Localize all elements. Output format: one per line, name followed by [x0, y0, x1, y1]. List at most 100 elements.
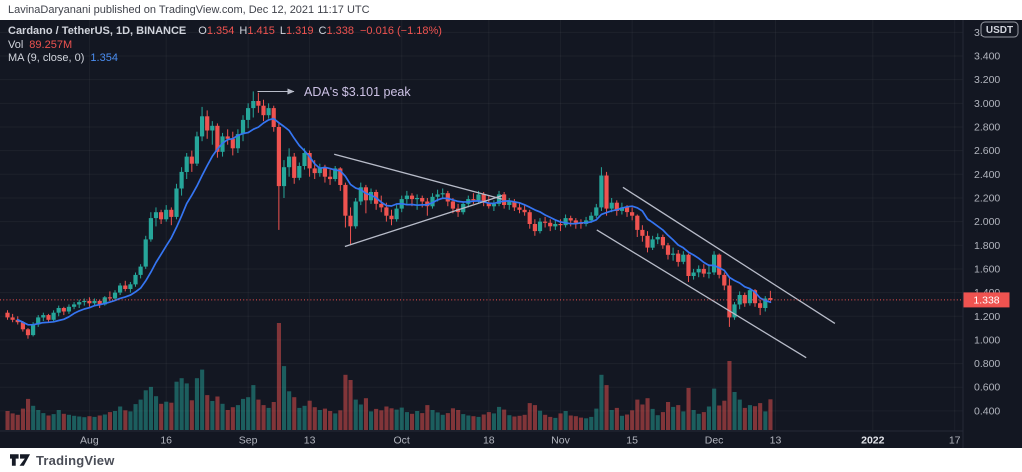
time-axis[interactable]: Aug 16 Sep 13 Oct 18 Nov 15 Dec 13 2022 17 [0, 430, 1022, 448]
ma-value: 1.354 [90, 52, 118, 64]
volume-bar [517, 415, 522, 430]
quote-currency-badge[interactable]: USDT [980, 21, 1019, 38]
candle-body [322, 167, 327, 177]
volume-bar [584, 418, 589, 430]
volume-bar [532, 405, 537, 430]
volume-bar [558, 413, 563, 430]
volume-bar [159, 403, 164, 430]
price-chart-canvas[interactable]: Aug16Sep13Oct18Nov15Dec132022173.6003.40… [0, 20, 1022, 448]
volume-bar [666, 402, 671, 430]
volume-bar [225, 410, 230, 430]
volume-bar [143, 390, 148, 430]
ma-line [16, 117, 772, 326]
candle-body [184, 156, 189, 172]
volume-bar [440, 414, 445, 430]
time-label: Aug [80, 435, 99, 447]
volume-bar [97, 415, 102, 430]
price-axis[interactable]: 3.6003.4003.2003.0002.8002.6002.4002.200… [962, 20, 1022, 448]
price-tick-label: 1.000 [974, 334, 1000, 346]
candle-body [630, 212, 635, 216]
volume-bar [200, 369, 205, 430]
generated-chart-layers: Aug16Sep13Oct18Nov15Dec132022173.6003.40… [0, 20, 1022, 448]
volume-bar [26, 398, 31, 430]
time-label: Oct [394, 435, 410, 447]
candle-body [297, 166, 302, 178]
candle-body [107, 297, 112, 299]
volume-bar [732, 392, 737, 430]
candle-body [624, 207, 630, 213]
candle-body [307, 153, 312, 169]
candle-body [56, 308, 61, 313]
candle-body [435, 194, 440, 197]
trendline-triangle-upper[interactable] [334, 153, 503, 200]
candle-body [517, 207, 522, 210]
price-tick-label: 0.400 [974, 405, 1000, 417]
volume-bar [507, 415, 512, 430]
volume-bar [727, 361, 732, 430]
candle-body [415, 198, 420, 200]
candle-body [82, 300, 87, 303]
volume-bar [148, 386, 153, 430]
volume-bar [435, 412, 440, 430]
volume-bar [184, 383, 189, 430]
volume-bar [394, 409, 399, 430]
volume-bar [61, 413, 66, 430]
volume-bar [276, 323, 281, 430]
candle-body [36, 317, 41, 325]
volume-bar [87, 416, 92, 430]
ma-row[interactable]: MA (9, close, 0) 1.354 [8, 52, 442, 66]
candle-body [665, 245, 671, 255]
candles-layer [5, 91, 773, 339]
volume-bar [420, 413, 425, 430]
volume-bar [113, 411, 118, 430]
candle-body [425, 201, 430, 207]
time-label: 13 [770, 435, 782, 447]
candle-body [440, 193, 445, 195]
candle-body [635, 215, 640, 230]
candle-body [102, 297, 107, 305]
candle-body [276, 127, 281, 187]
time-axis-bg [0, 431, 1022, 448]
candle-body [548, 222, 553, 227]
candle-body [768, 298, 773, 300]
tradingview-logo-text: TradingView [36, 452, 115, 468]
volume-bar [369, 411, 374, 430]
volume-bar [491, 413, 496, 430]
trendlines-layer [334, 153, 836, 359]
trendline-channel-lower[interactable] [596, 229, 807, 359]
candle-body [758, 303, 763, 308]
candle-body [230, 138, 235, 149]
volume-bar [717, 405, 722, 430]
publisher-text: LavinaDaryanani published on TradingView… [8, 4, 370, 16]
candle-body [66, 306, 71, 312]
volume-row[interactable]: Vol 89.257M [8, 39, 442, 53]
peak-annotation[interactable]: ADA's $3.101 peak [257, 85, 412, 99]
volume-bar [230, 407, 235, 430]
volume-bar [118, 406, 123, 430]
symbol-row[interactable]: Cardano / TetherUS, 1D, BINANCE O1.354 H1.… [8, 25, 442, 39]
candle-body [747, 290, 752, 304]
candle-body [645, 235, 650, 248]
candle-body [722, 274, 727, 286]
grid-layer [0, 20, 963, 431]
volume-bar [543, 414, 548, 430]
tradingview-logo[interactable]: TradingView [10, 453, 115, 468]
symbol-title: Cardano / TetherUS, 1D, BINANCE [8, 25, 187, 37]
trendline-triangle-lower[interactable] [344, 194, 503, 248]
candle-body [358, 187, 363, 202]
trendline-channel-upper[interactable] [622, 186, 836, 324]
candle-body [691, 272, 696, 276]
volume-bar [763, 411, 768, 430]
candle-body [379, 203, 384, 208]
volume-bar [154, 396, 159, 430]
volume-bar [512, 416, 517, 430]
candle-body [558, 224, 563, 226]
price-tick-label: 0.800 [974, 358, 1000, 370]
chart-legend: Cardano / TetherUS, 1D, BINANCE O1.354 H1.… [8, 25, 442, 66]
volume-bar [635, 399, 640, 430]
volume-bar [415, 411, 420, 430]
chart-area: Aug16Sep13Oct18Nov15Dec132022173.6003.40… [0, 20, 1022, 448]
price-tick-label: 0.600 [974, 382, 1000, 394]
volume-bar [461, 414, 466, 430]
candle-body [143, 239, 148, 267]
